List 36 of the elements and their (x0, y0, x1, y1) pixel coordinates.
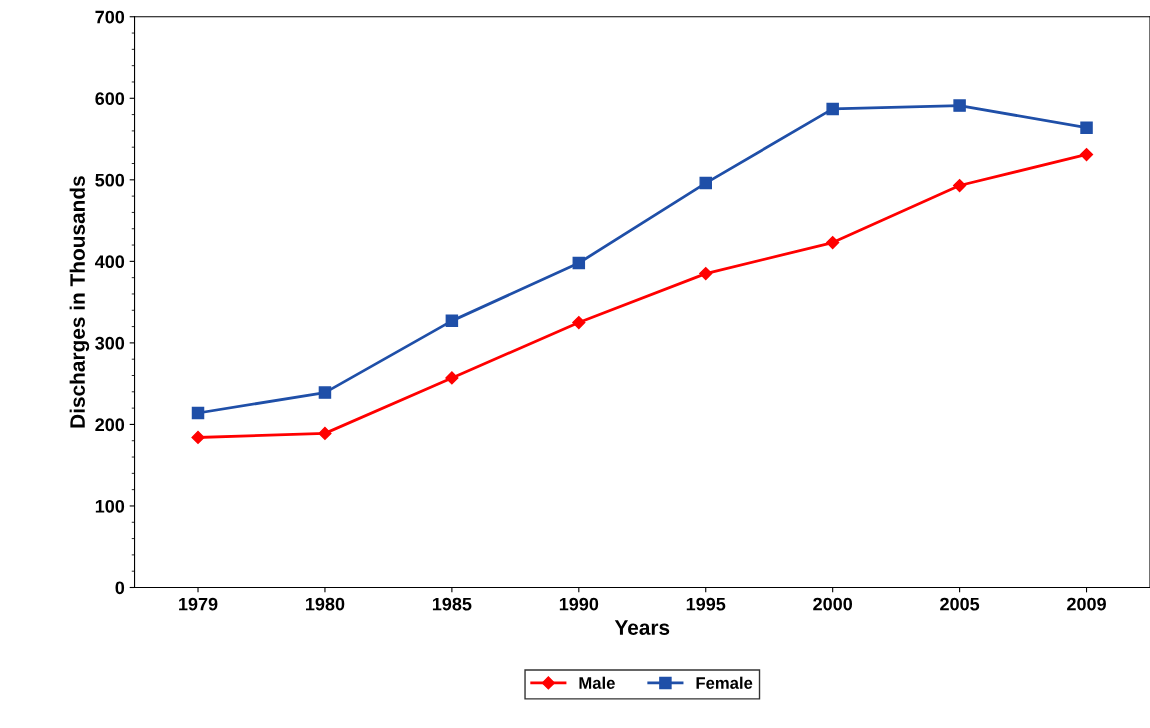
point (318, 426, 332, 440)
x-tick-label: 2009 (1067, 597, 1106, 611)
y-tick-label: 600 (95, 92, 125, 105)
point (1079, 147, 1094, 162)
point (191, 406, 205, 420)
point (572, 315, 586, 330)
point (953, 99, 966, 112)
y-tick-label: 700 (95, 10, 125, 24)
y-tick-label: 100 (95, 499, 125, 513)
y-tick-label: 200 (95, 418, 125, 432)
point (445, 371, 459, 385)
point (826, 102, 839, 116)
x-tick-label: 2005 (940, 597, 980, 611)
y-tick-label: 0 (115, 581, 125, 595)
legend-label: Male (579, 676, 615, 689)
x-tick-label: 2000 (813, 597, 853, 611)
x-tick-label: 1980 (306, 597, 345, 611)
point (1080, 121, 1093, 134)
point (826, 236, 840, 250)
point (953, 178, 967, 193)
x-axis-title: Years (614, 620, 670, 635)
x-tick-label: 1979 (179, 597, 218, 611)
y-tick-label: 400 (94, 255, 125, 269)
point (699, 266, 713, 281)
y-tick-label: 300 (95, 336, 125, 350)
point (191, 430, 205, 445)
point (699, 176, 712, 190)
x-tick-label: 1995 (686, 597, 726, 611)
point (445, 314, 459, 328)
point (572, 256, 586, 270)
point (318, 386, 332, 399)
x-tick-label: 1990 (559, 597, 599, 611)
x-tick-label: 1985 (432, 597, 472, 611)
y-tick-label: 500 (95, 173, 125, 187)
legend-label: Female (696, 676, 753, 689)
y-axis-title: Discharges in Thousands (69, 176, 90, 428)
